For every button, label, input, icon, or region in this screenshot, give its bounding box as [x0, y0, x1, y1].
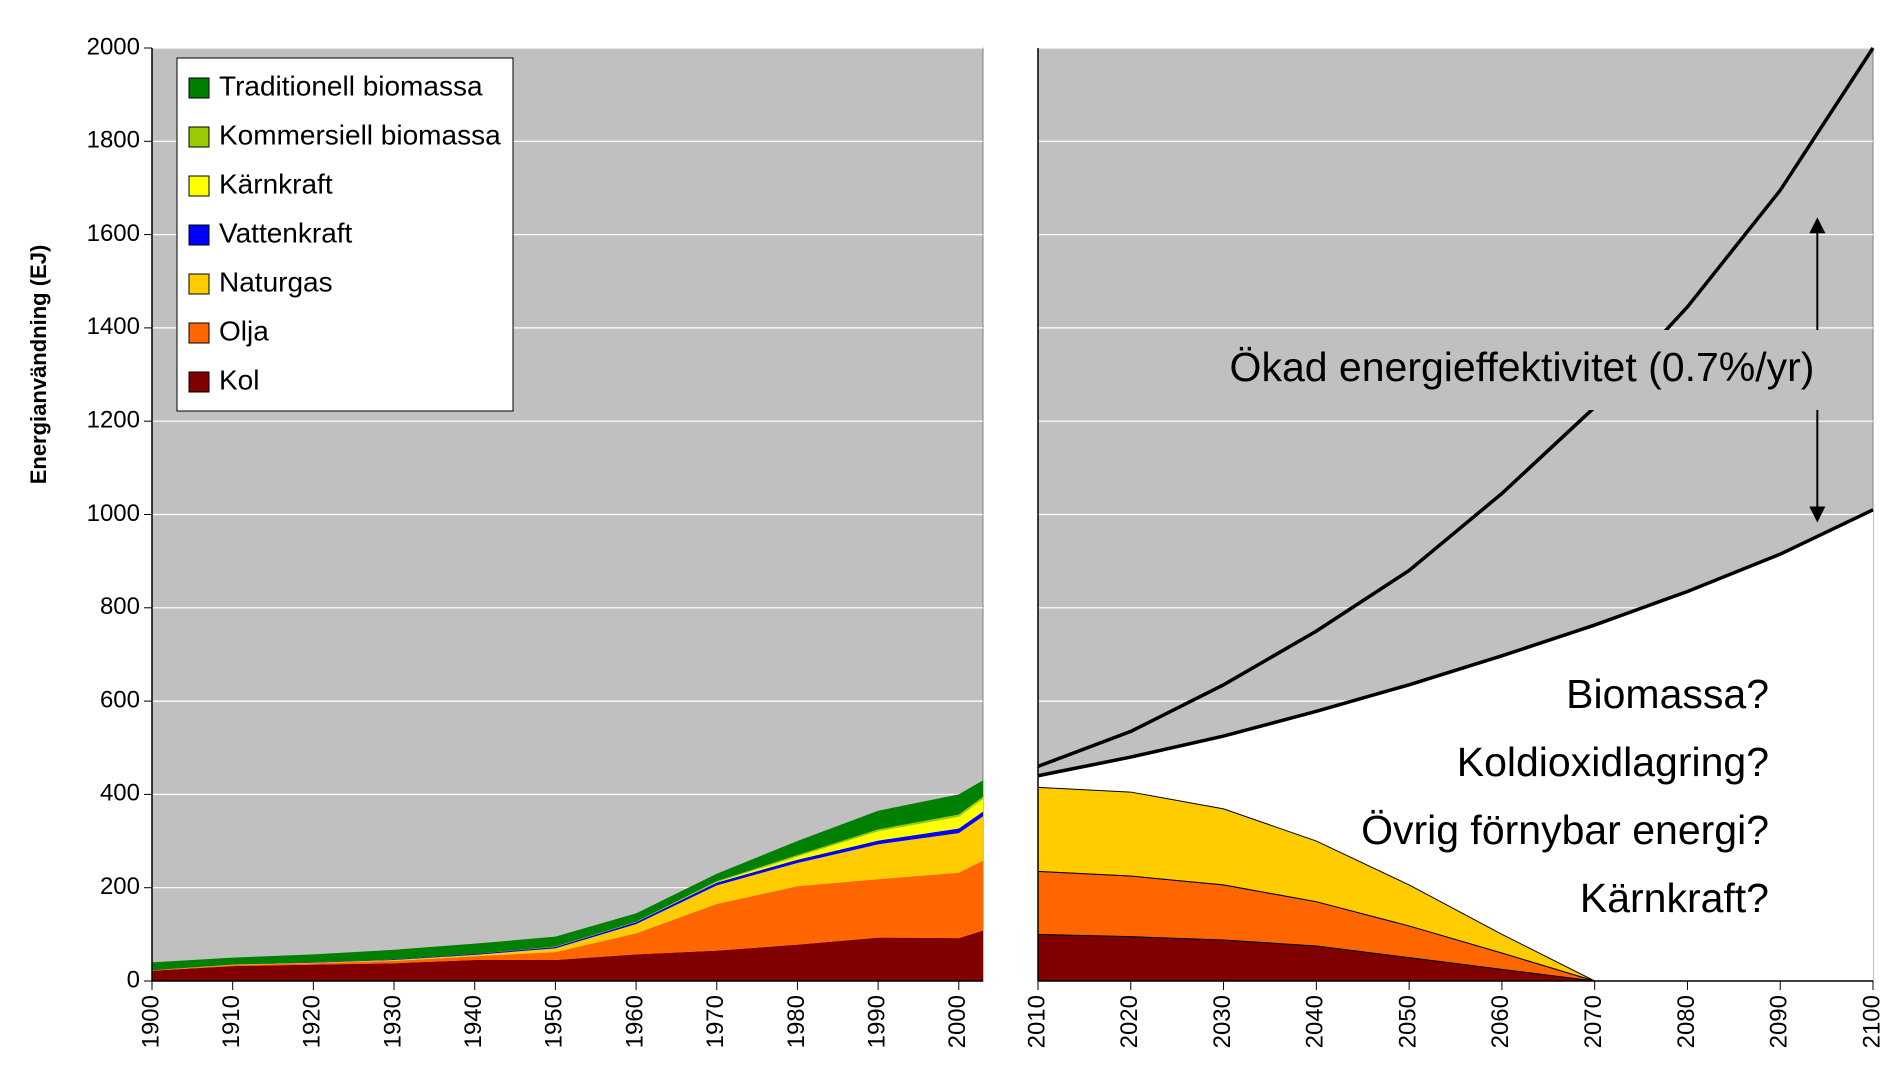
annotation: Ökad energieffektivitet (0.7%/yr) — [1230, 344, 1815, 390]
annotation: Koldioxidlagring? — [1457, 739, 1769, 785]
x-tick-label: 1930 — [379, 995, 406, 1048]
y-tick-label: 200 — [100, 873, 140, 900]
y-tick-label: 800 — [100, 593, 140, 620]
y-axis-label: Energianvändning (EJ) — [26, 245, 51, 485]
legend-label: Vattenkraft — [219, 217, 353, 248]
annotation: Kärnkraft? — [1580, 875, 1769, 921]
legend-swatch — [188, 273, 210, 295]
x-tick-label: 1970 — [702, 995, 729, 1048]
legend-swatch — [188, 126, 210, 148]
area — [152, 860, 983, 971]
legend-swatch — [188, 224, 210, 246]
x-tick-label: 2000 — [944, 995, 971, 1048]
y-tick-label: 1600 — [87, 220, 140, 247]
x-tick-label: 2070 — [1580, 995, 1607, 1048]
x-tick-label: 2020 — [1116, 995, 1143, 1048]
line — [1037, 47, 1875, 769]
x-tick-label: 2030 — [1209, 995, 1236, 1048]
annotation: Biomassa? — [1566, 671, 1769, 717]
x-tick-label: 2090 — [1766, 995, 1793, 1048]
legend-swatch — [188, 77, 210, 99]
annotation-box — [1225, 330, 1820, 410]
x-tick-label: 1920 — [299, 995, 326, 1048]
legend-swatch — [188, 175, 210, 197]
x-tick-label: 1900 — [137, 995, 164, 1048]
x-tick-label: 2100 — [1858, 995, 1885, 1048]
y-tick-label: 0 — [127, 966, 140, 993]
y-tick-label: 1000 — [87, 500, 140, 527]
area — [152, 930, 983, 981]
annotation: Övrig förnybar energi? — [1361, 807, 1769, 853]
y-tick-label: 1200 — [87, 407, 140, 434]
y-tick-label: 1400 — [87, 313, 140, 340]
y-tick-label: 2000 — [87, 33, 140, 60]
x-tick-label: 1940 — [460, 995, 487, 1048]
legend-label: Olja — [219, 315, 269, 346]
y-tick-label: 400 — [100, 780, 140, 807]
legend-label: Kommersiell biomassa — [219, 119, 501, 150]
legend-label: Traditionell biomassa — [219, 70, 483, 101]
x-tick-label: 1950 — [541, 995, 568, 1048]
legend-label: Kol — [219, 364, 259, 395]
legend-label: Naturgas — [219, 266, 333, 297]
x-tick-label: 2080 — [1673, 995, 1700, 1048]
x-tick-label: 1990 — [863, 995, 890, 1048]
x-tick-label: 1910 — [218, 995, 245, 1048]
x-tick-label: 2060 — [1487, 995, 1514, 1048]
legend-swatch — [188, 322, 210, 344]
legend-label: Kärnkraft — [219, 168, 333, 199]
line — [1037, 508, 1874, 778]
x-tick-label: 1980 — [783, 995, 810, 1048]
x-tick-label: 2010 — [1023, 995, 1050, 1048]
legend-swatch — [188, 371, 210, 393]
x-tick-label: 2050 — [1394, 995, 1421, 1048]
y-tick-label: 600 — [100, 686, 140, 713]
y-tick-label: 1800 — [87, 127, 140, 154]
x-tick-label: 1960 — [621, 995, 648, 1048]
legend-box — [176, 57, 514, 412]
x-tick-label: 2040 — [1302, 995, 1329, 1048]
